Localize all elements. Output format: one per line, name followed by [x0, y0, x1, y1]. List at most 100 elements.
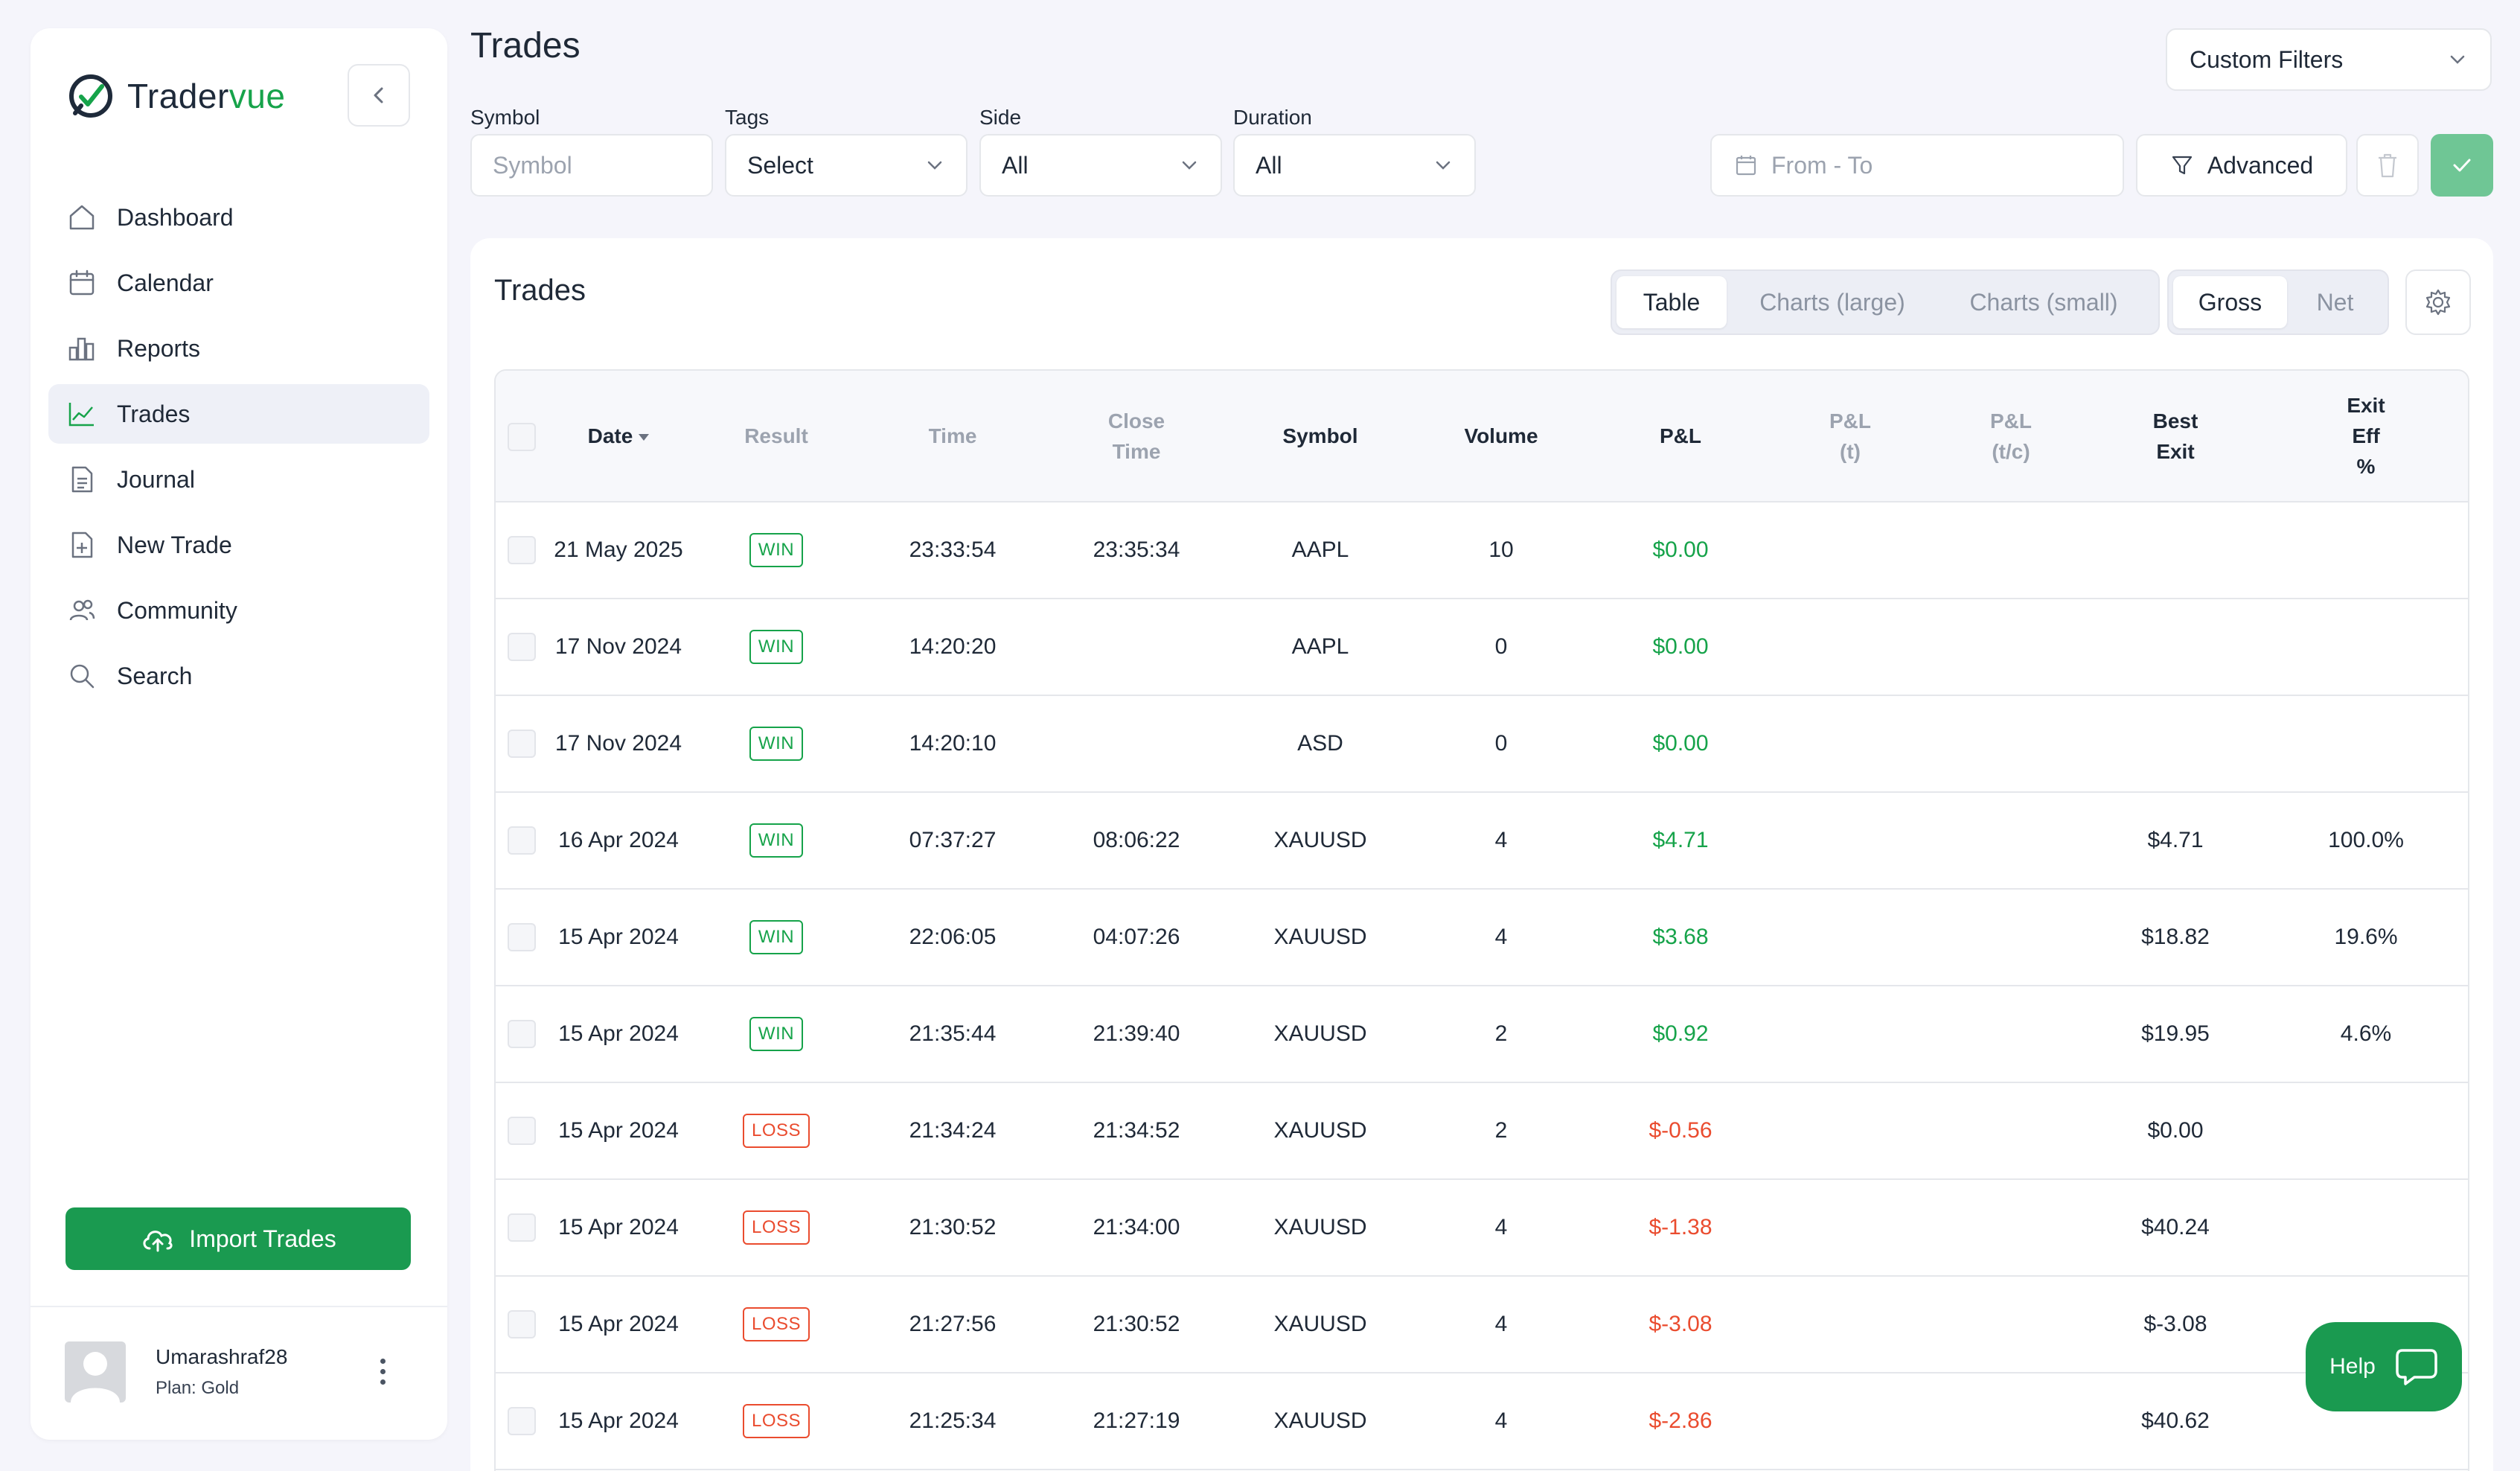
- row-checkbox[interactable]: [508, 633, 536, 661]
- row-checkbox[interactable]: [508, 730, 536, 758]
- column-header-volume[interactable]: Volume: [1410, 371, 1593, 502]
- row-checkbox[interactable]: [508, 1407, 536, 1435]
- help-label: Help: [2329, 1354, 2376, 1379]
- table-row[interactable]: 15 Apr 2024 LOSS 21:34:24 21:34:52 XAUUSD 2 $-…: [496, 1082, 2468, 1179]
- user-menu-button[interactable]: [371, 1349, 394, 1394]
- clear-filters-button[interactable]: [2356, 134, 2419, 197]
- sidebar-item-dashboard[interactable]: Dashboard: [48, 188, 429, 247]
- sidebar-item-journal[interactable]: Journal: [48, 450, 429, 509]
- table-row[interactable]: 15 Apr 2024 LOSS 21:25:34 21:27:19 XAUUSD 4 $-…: [496, 1373, 2468, 1470]
- side-select[interactable]: All: [979, 134, 1222, 197]
- table-row[interactable]: 17 Nov 2024 WIN 14:20:10 ASD 0 $0.00: [496, 695, 2468, 792]
- tab-net[interactable]: Net: [2316, 288, 2354, 316]
- sidebar-item-reports[interactable]: Reports: [48, 319, 429, 378]
- cell-date: 21 May 2025: [554, 537, 683, 562]
- row-checkbox[interactable]: [508, 1117, 536, 1145]
- column-header-close-time[interactable]: Close Time: [1042, 371, 1231, 502]
- column-header-pnl-tc[interactable]: P&L (t/c): [1932, 371, 2090, 502]
- row-checkbox-cell: [496, 1082, 548, 1179]
- duration-select[interactable]: All: [1233, 134, 1476, 197]
- row-checkbox[interactable]: [508, 1020, 536, 1048]
- table-row[interactable]: 15 Apr 2024 LOSS 21:27:56 21:30:52 XAUUSD 4 $-…: [496, 1276, 2468, 1373]
- select-all-checkbox[interactable]: [508, 423, 536, 452]
- row-checkbox[interactable]: [508, 536, 536, 564]
- table-row[interactable]: 21 May 2025 WIN 23:33:54 23:35:34 AAPL 10 $0.0…: [496, 502, 2468, 599]
- symbol-input[interactable]: Symbol: [470, 134, 713, 197]
- cell-result: LOSS: [689, 1373, 863, 1470]
- cell-date: 15 Apr 2024: [558, 1312, 679, 1336]
- table-row[interactable]: 15 Apr 2024 WIN 22:06:05 04:07:26 XAUUSD 4 $3.…: [496, 889, 2468, 986]
- table-row[interactable]: 15 Apr 2024 WIN 21:35:44 21:39:40 XAUUSD 2 $0.…: [496, 986, 2468, 1082]
- cell-symbol: XAUUSD: [1273, 1312, 1367, 1336]
- date-range-input[interactable]: From - To: [1710, 134, 2124, 197]
- sidebar-item-search[interactable]: Search: [48, 646, 429, 706]
- collapse-sidebar-button[interactable]: [348, 64, 410, 127]
- cell-volume: 0: [1494, 731, 1508, 756]
- sidebar-item-new-trade[interactable]: New Trade: [48, 515, 429, 575]
- document-plus-icon: [71, 532, 93, 558]
- column-header-time[interactable]: Time: [863, 371, 1042, 502]
- sidebar-item-label: Calendar: [117, 269, 214, 296]
- user-name: Umarashraf28: [156, 1345, 288, 1368]
- cell-time: 07:37:27: [909, 828, 997, 852]
- tab-table[interactable]: Table: [1616, 276, 1727, 328]
- row-checkbox-cell: [496, 502, 548, 599]
- cell-close-time: 21:27:19: [1093, 1408, 1180, 1433]
- advanced-filters-button[interactable]: Advanced: [2136, 134, 2347, 197]
- apply-filters-button[interactable]: [2431, 134, 2493, 197]
- cloud-upload-icon: [143, 1231, 173, 1252]
- tab-gross[interactable]: Gross: [2173, 276, 2287, 328]
- row-checkbox[interactable]: [508, 1310, 536, 1338]
- sidebar-item-calendar[interactable]: Calendar: [48, 253, 429, 313]
- row-checkbox[interactable]: [508, 1213, 536, 1242]
- column-header-pnl-t[interactable]: P&L (t): [1768, 371, 1932, 502]
- users-icon: [69, 599, 95, 621]
- cell-date: 17 Nov 2024: [554, 634, 682, 659]
- cell-time: 14:20:10: [909, 731, 997, 756]
- sidebar-item-label: Journal: [117, 465, 195, 493]
- duration-filter-label: Duration: [1233, 106, 1312, 129]
- column-header-date[interactable]: Date: [548, 371, 689, 502]
- column-header-result[interactable]: Result: [689, 371, 863, 502]
- column-header-pnl[interactable]: P&L: [1593, 371, 1768, 502]
- tags-select[interactable]: Select: [725, 134, 968, 197]
- cell-pnl-tc: [1932, 502, 2090, 599]
- cell-best-exit: $40.24: [2141, 1215, 2210, 1239]
- sidebar-item-community[interactable]: Community: [48, 581, 429, 640]
- row-checkbox[interactable]: [508, 923, 536, 951]
- table-row[interactable]: 16 Apr 2024 WIN 07:37:27 08:06:22 XAUUSD 4 $4.…: [496, 792, 2468, 889]
- cell-symbol: XAUUSD: [1273, 1215, 1367, 1239]
- cell-pnl-tc: [1932, 1082, 2090, 1179]
- cell-pnl-tc: [1932, 986, 2090, 1082]
- cell-best-exit: [2090, 695, 2261, 792]
- result-badge: WIN: [749, 630, 804, 664]
- cell-pnl-t: [1768, 1373, 1932, 1470]
- column-header-exit-eff[interactable]: Exit Eff%: [2261, 371, 2468, 502]
- user-profile[interactable]: Umarashraf28 Plan: Gold: [65, 1341, 287, 1403]
- row-checkbox-cell: [496, 1373, 548, 1470]
- chevron-left-icon: [374, 87, 383, 103]
- cell-pnl-t: [1768, 889, 1932, 986]
- cell-best-exit: $-3.08: [2143, 1312, 2207, 1336]
- cell-result: WIN: [689, 889, 863, 986]
- sidebar-item-trades[interactable]: Trades: [48, 384, 429, 444]
- table-body: 21 May 2025 WIN 23:33:54 23:35:34 AAPL 10 $0.0…: [496, 502, 2468, 1470]
- cell-pnl: $3.68: [1652, 925, 1709, 949]
- help-button[interactable]: Help: [2306, 1322, 2462, 1411]
- column-header-symbol[interactable]: Symbol: [1231, 371, 1410, 502]
- import-trades-button[interactable]: Import Trades: [65, 1207, 411, 1270]
- chevron-down-icon: [927, 161, 942, 170]
- row-checkbox[interactable]: [508, 826, 536, 855]
- tab-charts-large[interactable]: Charts (large): [1759, 288, 1905, 316]
- logo[interactable]: Tradervue: [65, 70, 285, 122]
- cell-date: 15 Apr 2024: [558, 1408, 679, 1433]
- custom-filters-dropdown[interactable]: Custom Filters: [2166, 28, 2492, 91]
- table-row[interactable]: 15 Apr 2024 LOSS 21:30:52 21:34:00 XAUUSD 4 $-…: [496, 1179, 2468, 1276]
- tab-charts-small[interactable]: Charts (small): [1969, 288, 2118, 316]
- cell-pnl-t: [1768, 1082, 1932, 1179]
- table-settings-button[interactable]: [2405, 269, 2471, 335]
- column-header-best-exit[interactable]: Best Exit: [2090, 371, 2261, 502]
- table-row[interactable]: 17 Nov 2024 WIN 14:20:20 AAPL 0 $0.00: [496, 599, 2468, 695]
- cell-date: 16 Apr 2024: [558, 828, 679, 852]
- cell-volume: 4: [1494, 925, 1508, 949]
